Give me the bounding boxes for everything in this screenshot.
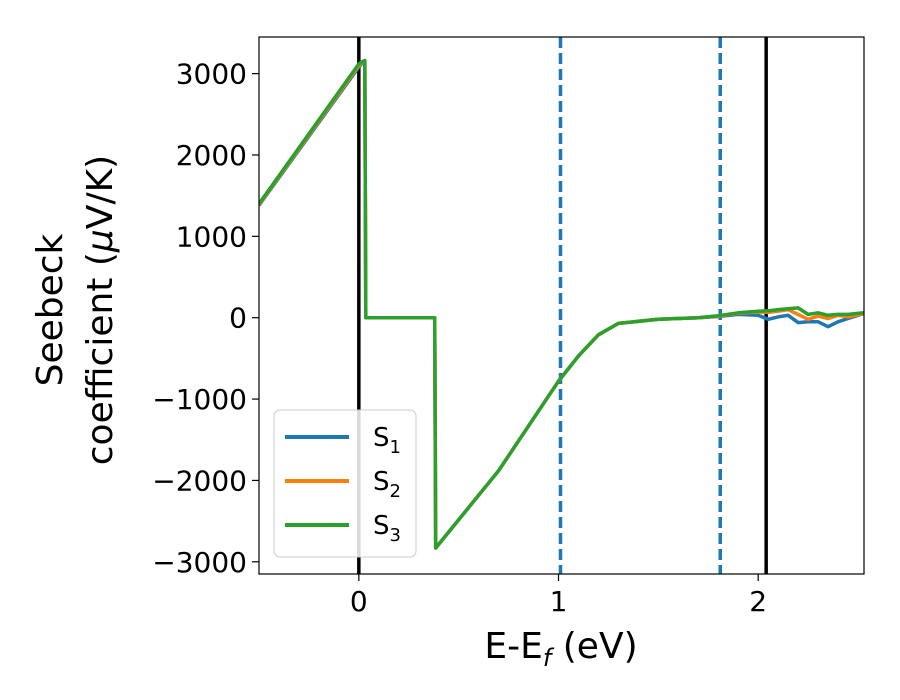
y-label-line2-start: coefficient ( [80,252,121,465]
legend-label-s3: S3 [373,511,401,546]
y-label-line2-end: V/K) [80,155,121,229]
y-axis-ticks: −3000 −2000 −1000 0 1000 2000 3000 [152,58,259,579]
y-tick-label: −3000 [152,546,247,579]
y-label-mu: μ [80,229,121,253]
y-tick-label: 0 [229,302,247,335]
y-axis-label: Seebeck coefficient (μV/K) [30,155,121,465]
legend-label-s1: S1 [373,423,401,458]
y-tick-label: 1000 [176,220,247,253]
legend-label-s2: S2 [373,467,401,502]
x-label-base: E-E [484,626,542,667]
x-axis-ticks: 0 1 2 [350,574,767,618]
x-tick-label: 0 [350,585,368,618]
x-label-unit: (eV) [551,626,637,667]
x-tick-label: 2 [749,585,767,618]
y-label-line2: coefficient (μV/K) [80,155,121,465]
y-tick-label: −1000 [152,383,247,416]
y-tick-label: 3000 [176,58,247,91]
plot-frame [258,36,865,575]
y-label-line1: Seebeck [30,233,71,386]
x-axis-label: E-Ef (eV) [484,626,637,672]
y-tick-label: −2000 [152,464,247,497]
series-line-s3 [259,58,864,550]
legend: S1 S2 S3 [273,409,417,558]
y-tick-label: 2000 [176,139,247,172]
series-lines [259,58,864,550]
legend-box [273,409,417,558]
x-tick-label: 1 [550,585,568,618]
